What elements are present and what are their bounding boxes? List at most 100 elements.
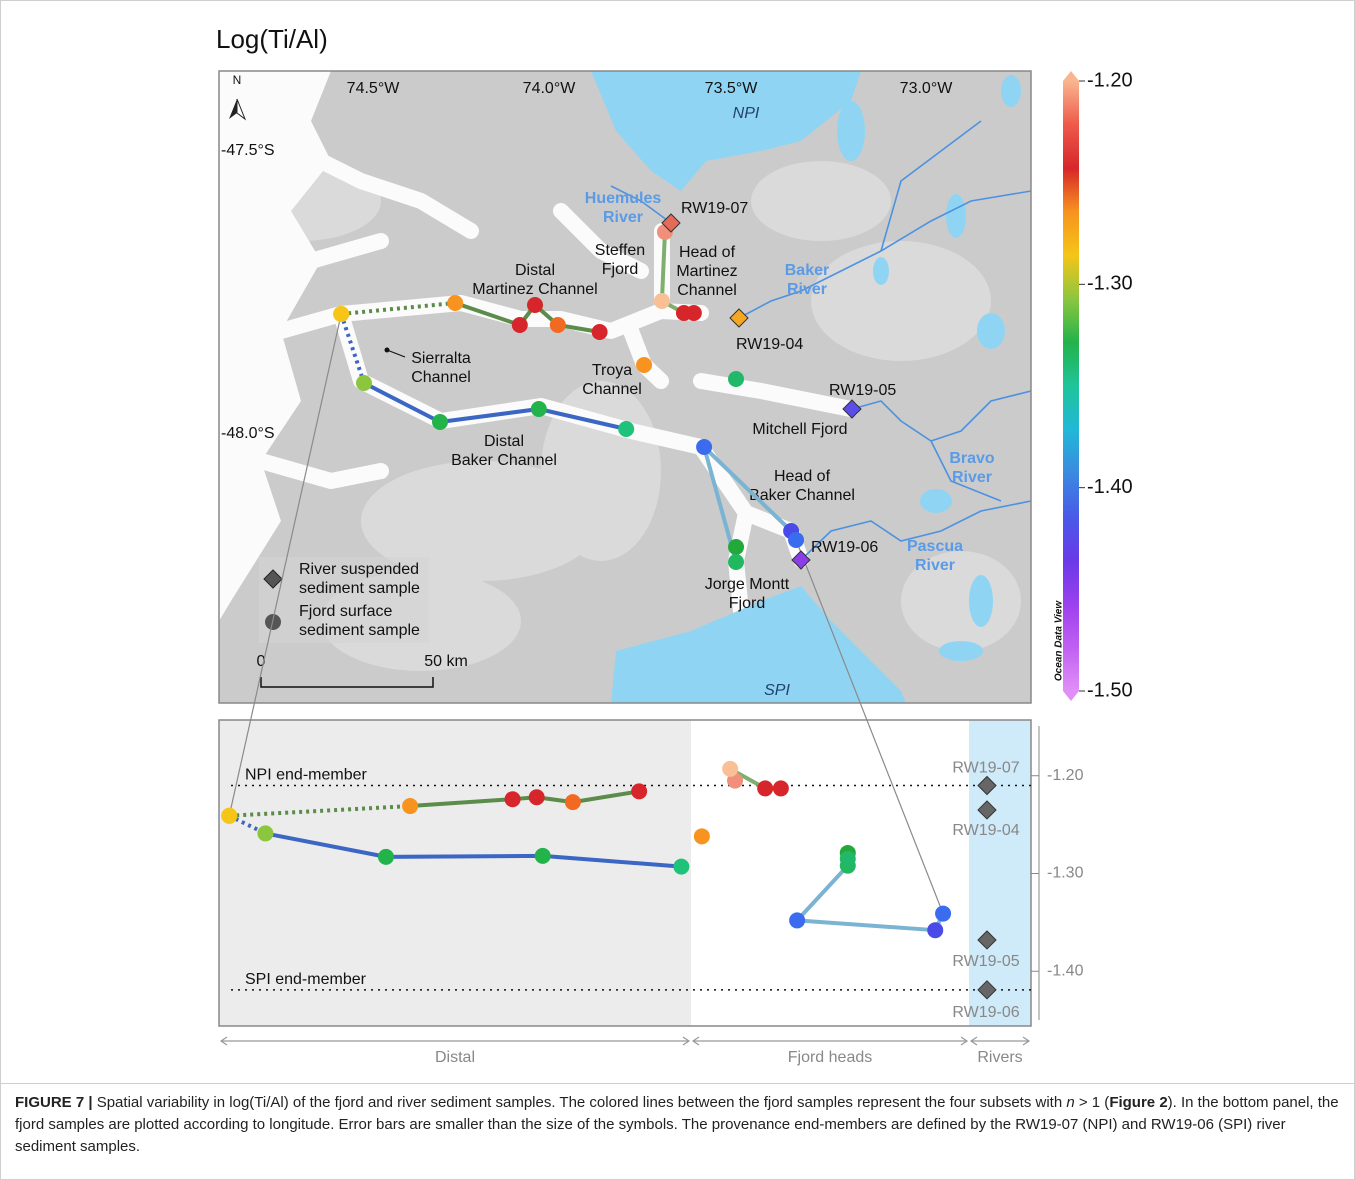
map-fjord-sample [788, 532, 804, 548]
fjord-sample [529, 789, 545, 805]
map-river-label: RW19-07 [681, 200, 748, 217]
fjord-sample [773, 780, 789, 796]
north-label: N [233, 73, 242, 87]
map-fjord-sample [618, 421, 634, 437]
pointer-dot [385, 348, 390, 353]
place-label: Troya [592, 362, 632, 379]
colorbar-tick-label: -1.50 [1087, 679, 1133, 701]
place-label: Head of [679, 244, 736, 261]
map-fjord-sample [592, 324, 608, 340]
colorbar-extend [1063, 71, 1079, 81]
map-river-label: RW19-04 [736, 336, 803, 353]
lake [837, 101, 865, 161]
place-label: Channel [411, 369, 471, 386]
fjord-sample [757, 780, 773, 796]
river-label: RW19-06 [952, 1004, 1019, 1021]
place-label: SPI [764, 682, 790, 699]
caption: FIGURE 7 | Spatial variability in log(Ti… [1, 1083, 1354, 1166]
reference-label: NPI end-member [245, 767, 367, 784]
section-arrow [221, 1037, 689, 1045]
fjord-sample [935, 906, 951, 922]
section-arrow [971, 1037, 1029, 1045]
place-label: Mitchell Fjord [752, 421, 847, 438]
place-label: Channel [677, 282, 737, 299]
fjord-sample [535, 848, 551, 864]
lake [1001, 75, 1021, 107]
caption-text: Figure 2 [1109, 1094, 1167, 1111]
place-label: Distal [484, 433, 524, 450]
place-label: Steffen [595, 242, 645, 259]
fjord-sample [694, 828, 710, 844]
map-fjord-sample [356, 375, 372, 391]
longitude-label: 74.0°W [523, 80, 577, 97]
map-fjord-sample [432, 414, 448, 430]
lake [920, 489, 952, 513]
river-label: RW19-05 [952, 953, 1019, 970]
map-fjord-sample [654, 293, 670, 309]
place-label: River [603, 209, 643, 226]
latitude-label: -47.5°S [221, 142, 275, 159]
place-label: Baker Channel [749, 487, 855, 504]
place-label: Fjord [602, 261, 638, 278]
figure-title: Log(Ti/Al) [216, 24, 328, 54]
longitude-label: 73.5°W [705, 80, 759, 97]
map-fjord-sample [728, 539, 744, 555]
map-river-label: RW19-06 [811, 539, 878, 556]
y-tick-label: -1.30 [1047, 865, 1084, 882]
fjord-sample [565, 794, 581, 810]
scale-label: 50 km [424, 653, 468, 670]
fjord-sample [927, 922, 943, 938]
fjord-sample [378, 849, 394, 865]
map-fjord-sample [696, 439, 712, 455]
place-label: Head of [774, 468, 831, 485]
legend-label: River suspended [299, 561, 419, 578]
section-arrow [693, 1037, 967, 1045]
lake [969, 575, 993, 627]
lake [946, 194, 966, 238]
legend-label: sediment sample [299, 580, 420, 597]
terrain [751, 161, 891, 241]
longitude-label: 74.5°W [347, 80, 401, 97]
colorbar-tick-label: -1.20 [1087, 69, 1133, 91]
fjord-sample [840, 851, 856, 867]
place-label: NPI [733, 105, 760, 122]
y-tick-label: -1.20 [1047, 767, 1084, 784]
section-label: Distal [435, 1049, 475, 1066]
reference-label: SPI end-member [245, 971, 367, 988]
colorbar [1063, 81, 1079, 691]
caption-text: > 1 ( [1075, 1094, 1110, 1111]
chart: Log(Ti/Al) 74.5°W74.0°W73.5°W73.0°W-47.5… [1, 1, 1354, 1081]
place-label: Huemules [585, 190, 662, 207]
place-label: Fjord [729, 595, 765, 612]
map-fjord-sample [531, 401, 547, 417]
section-label: Fjord heads [788, 1049, 873, 1066]
place-label: River [952, 469, 992, 486]
line-series [797, 853, 943, 930]
map-fjord-sample [512, 317, 528, 333]
map-river-label: RW19-05 [829, 382, 896, 399]
map-fjord-sample [728, 554, 744, 570]
place-label: Martinez [676, 263, 737, 280]
map-fjord-sample [333, 306, 349, 322]
place-label: Pascua [907, 538, 963, 555]
map-fjord-sample [728, 371, 744, 387]
legend-label: sediment sample [299, 622, 420, 639]
place-label: Baker [785, 262, 829, 279]
map-fjord-sample [550, 317, 566, 333]
caption-text: n [1066, 1094, 1074, 1111]
map-fjord-sample [686, 305, 702, 321]
place-label: River [787, 281, 827, 298]
fjord-sample [221, 808, 237, 824]
fjord-sample [505, 791, 521, 807]
place-label: Martinez Channel [472, 281, 597, 298]
fjord-sample [722, 761, 738, 777]
map-fjord-sample [447, 295, 463, 311]
map-fjord-sample [636, 357, 652, 373]
place-label: Baker Channel [451, 452, 557, 469]
terrain [811, 241, 991, 361]
place-label: Sierralta [411, 350, 471, 367]
caption-text: FIGURE 7 | [15, 1094, 93, 1111]
caption-text: Spatial variability in log(Ti/Al) of the… [93, 1094, 1067, 1111]
river-label: RW19-04 [952, 822, 1019, 839]
place-label: Jorge Montt [705, 576, 790, 593]
